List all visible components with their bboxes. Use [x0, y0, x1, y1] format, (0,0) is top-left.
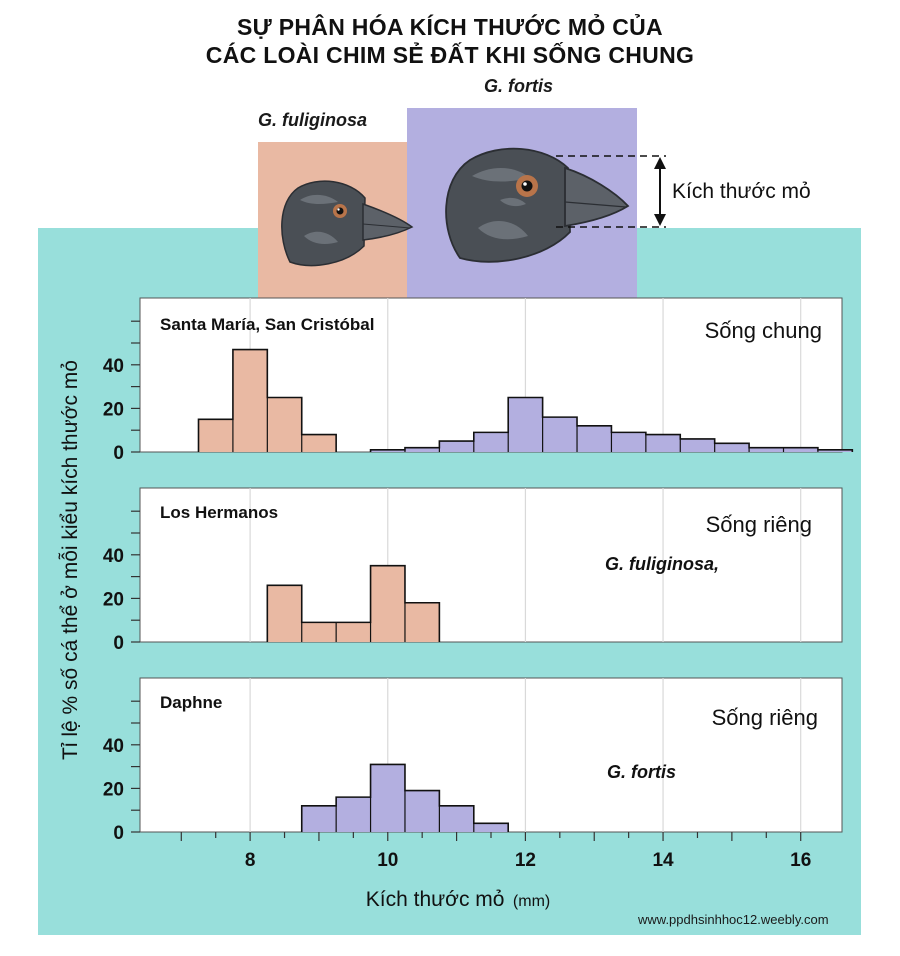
x-axis-title-text: Kích thước mỏ: [366, 888, 505, 911]
panel-2: 0 20 40 Los Hermanos Sống riêng G. fuligin…: [103, 487, 843, 654]
fortis-bar: [542, 417, 578, 452]
panel-1-y-ticks: 0 20 40: [103, 320, 140, 464]
fuliginosa-bird-head-icon: [281, 180, 414, 267]
fortis-bar: [577, 425, 612, 452]
fuliginosa-bar: [267, 585, 302, 642]
fortis-bar: [611, 432, 646, 452]
fuliginosa-bar: [301, 434, 337, 452]
panel-3-plot-area: [139, 677, 843, 833]
fortis-bar: [370, 764, 405, 832]
fuliginosa-bar: [267, 397, 302, 452]
fortis-bar: [714, 443, 750, 452]
y-tick-label: 20: [103, 779, 124, 800]
fuliginosa-outline: [197, 348, 337, 452]
x-axis-unit: (mm): [513, 893, 550, 910]
fortis-bar: [680, 438, 715, 452]
y-tick-label: 40: [103, 736, 124, 757]
x-axis-title: Kích thước mỏ (mm): [366, 888, 550, 911]
beak-size-label: Kích thước mỏ: [672, 180, 811, 203]
fortis-bar: [473, 823, 509, 832]
fortis-outline: [300, 763, 510, 832]
panel-2-species-note: G. fuliginosa,: [605, 554, 719, 574]
panel-1-location: Santa María, San Cristóbal: [160, 315, 374, 334]
beak-size-indicator: [556, 155, 666, 228]
panel-3-gridlines: [249, 678, 802, 832]
fortis-bird-head-icon: [445, 147, 630, 263]
y-tick-label: 40: [103, 356, 124, 377]
fortis-bar: [817, 449, 853, 452]
x-tick-label: 12: [515, 850, 536, 871]
panel-3-bars: [300, 763, 510, 832]
panel-3-y-ticks: 0 20 40: [103, 700, 140, 844]
species-label-fuliginosa: G. fuliginosa: [258, 110, 368, 130]
fortis-bar: [439, 441, 474, 452]
fortis-bar: [301, 805, 337, 832]
fortis-bar: [645, 434, 681, 452]
fortis-bar: [749, 447, 784, 452]
fortis-bar: [404, 447, 440, 452]
y-tick-label: 0: [113, 443, 124, 464]
panel-1-bars: [197, 348, 854, 452]
fortis-bar: [336, 797, 371, 832]
y-tick-label: 40: [103, 546, 124, 567]
panel-2-bars: [266, 564, 441, 642]
chart-title-line2: CÁC LOÀI CHIM SẺ ĐẤT KHI SỐNG CHUNG: [205, 42, 695, 68]
fortis-bar: [783, 447, 818, 452]
x-tick-label: 16: [790, 850, 811, 871]
fortis-outline: [369, 396, 854, 452]
fuliginosa-bar: [198, 419, 233, 452]
panel-2-y-ticks: 0 20 40: [103, 510, 140, 654]
x-tick-label: 10: [377, 850, 398, 871]
fortis-bar: [370, 449, 405, 452]
y-tick-label: 0: [113, 633, 124, 654]
fortis-bar: [473, 432, 509, 452]
panel-3: 0 20 40 Daphne Sống riêng G. fortis: [103, 677, 843, 844]
fuliginosa-bar: [301, 622, 337, 642]
fortis-bar: [508, 397, 543, 452]
fuliginosa-bar: [232, 349, 268, 452]
panel-1-condition: Sống chung: [705, 318, 822, 343]
fuliginosa-bar: [370, 565, 405, 642]
panel-2-location: Los Hermanos: [160, 503, 278, 522]
x-tick-label: 14: [652, 850, 674, 871]
chart-title-line1: SỰ PHÂN HÓA KÍCH THƯỚC MỎ CỦA: [237, 14, 663, 40]
fuliginosa-bar: [336, 622, 371, 642]
x-axis-ticks: 8 10 12 14 16: [180, 832, 811, 871]
fortis-bar: [439, 805, 474, 832]
y-tick-label: 20: [103, 399, 124, 420]
x-tick-label: 8: [245, 850, 256, 871]
panel-1: 0 20 40 Santa María, San Cristóbal Sống ch…: [103, 297, 854, 464]
panel-2-plot-area: [139, 487, 843, 643]
y-axis-title: Tỉ lệ % số cá thể ở mỗi kiểu kích thước …: [59, 360, 82, 760]
y-tick-label: 20: [103, 589, 124, 610]
panel-2-condition: Sống riêng: [706, 512, 812, 537]
species-label-fortis: G. fortis: [484, 76, 554, 96]
y-tick-label: 0: [113, 823, 124, 844]
footer-watermark: www.ppdhsinhhoc12.weebly.com: [638, 912, 829, 927]
panel-3-condition: Sống riêng: [712, 705, 818, 730]
panel-3-species-note: G. fortis: [607, 762, 676, 782]
fuliginosa-bar: [404, 602, 440, 642]
panel-3-location: Daphne: [160, 693, 222, 712]
fortis-bar: [404, 790, 440, 832]
